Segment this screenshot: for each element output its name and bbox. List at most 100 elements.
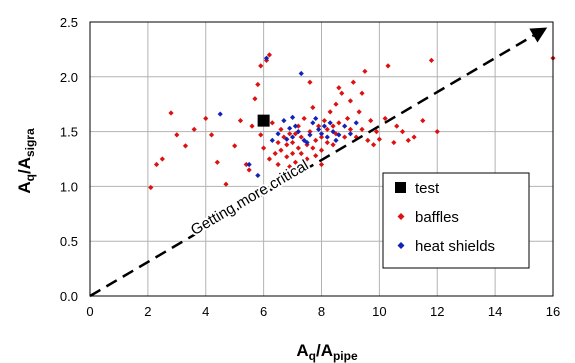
data-point-baffle — [292, 159, 299, 165]
data-point-heat-shield — [292, 123, 299, 129]
data-point-baffle — [327, 109, 333, 115]
data-point-baffle — [420, 118, 426, 124]
x-tick-label: 6 — [260, 304, 267, 319]
x-tick-label: 2 — [144, 304, 151, 319]
data-point-baffle — [295, 145, 301, 151]
data-point-baffle — [208, 132, 215, 138]
data-point-baffle — [394, 123, 400, 129]
legend-label-baffles: baffles — [415, 209, 459, 226]
data-point-baffle — [310, 145, 316, 151]
y-tick-label: 0.0 — [60, 289, 78, 304]
data-point-baffle — [261, 145, 267, 151]
data-point-heat-shield — [289, 134, 296, 140]
data-point-baffle — [272, 150, 278, 157]
data-point-baffle — [434, 129, 440, 135]
data-point-baffle — [307, 129, 313, 135]
data-point-baffle — [318, 161, 325, 168]
critical-arrow — [89, 27, 548, 298]
data-point-baffle — [287, 164, 293, 170]
data-point-heat-shield — [327, 120, 333, 126]
data-point-baffle — [252, 96, 258, 102]
data-point-heat-shield — [289, 114, 296, 120]
data-point-baffle — [330, 142, 336, 148]
data-point-baffle — [313, 137, 319, 143]
x-tick-label: 0 — [86, 304, 93, 319]
data-point-baffle — [203, 115, 209, 122]
data-point-heat-shield — [298, 70, 304, 77]
data-point-baffle — [324, 126, 330, 133]
data-point-baffle — [243, 161, 249, 168]
data-point-heat-shield — [246, 161, 252, 168]
data-point-baffle — [316, 123, 322, 129]
data-point-baffle — [307, 79, 313, 85]
y-tick-label: 0.5 — [60, 234, 78, 249]
data-point-baffle — [344, 115, 351, 122]
data-point-baffle — [373, 129, 380, 135]
data-point-baffle — [182, 143, 189, 149]
legend-item-test: test — [395, 180, 440, 197]
data-point-baffle — [298, 134, 304, 140]
data-point-baffle — [347, 98, 354, 104]
data-point-heat-shield — [275, 131, 281, 137]
legend-label-heat-shields: heat shields — [415, 238, 495, 255]
data-point-baffle — [336, 85, 342, 91]
data-point-baffle — [324, 139, 330, 146]
legend: test baffles heat shields — [382, 172, 530, 269]
data-point-heat-shield — [307, 132, 313, 138]
data-point-baffle — [249, 123, 255, 129]
data-point-baffle — [368, 118, 374, 124]
data-point-baffle — [191, 126, 197, 133]
data-point-baffle — [376, 136, 382, 142]
data-point-baffle — [223, 181, 229, 187]
y-tick-label: 2.5 — [60, 15, 78, 30]
data-point-baffle — [362, 68, 368, 74]
data-point-baffle — [159, 156, 165, 162]
data-point-baffle — [336, 120, 342, 126]
data-point-baffle — [289, 150, 296, 157]
data-point-test — [257, 114, 270, 127]
data-points — [148, 52, 556, 191]
data-point-baffle — [304, 156, 310, 162]
data-point-baffle — [289, 139, 296, 146]
data-point-baffle — [318, 147, 325, 153]
data-point-heat-shield — [333, 137, 339, 143]
data-point-baffle — [287, 131, 293, 137]
data-point-baffle — [255, 81, 261, 88]
data-point-baffle — [330, 123, 336, 129]
x-tick-label: 14 — [488, 304, 502, 319]
y-axis-title: Aq/Asigra — [15, 128, 37, 194]
data-point-heat-shield — [304, 139, 310, 146]
dashed-arrow-line — [89, 34, 535, 298]
data-point-baffle — [292, 131, 299, 137]
y-tick-label: 2.0 — [60, 70, 78, 85]
data-point-baffle — [266, 52, 273, 58]
data-point-heat-shield — [347, 131, 354, 137]
data-point-baffle — [275, 161, 281, 168]
data-point-heat-shield — [284, 136, 290, 142]
data-point-heat-shield — [313, 115, 319, 122]
arrow-head — [529, 27, 548, 43]
data-point-baffle — [342, 134, 348, 140]
axes — [89, 21, 554, 297]
data-point-heat-shield — [324, 134, 330, 140]
data-point-baffle — [269, 120, 275, 126]
data-point-baffle — [258, 63, 264, 69]
data-point-heat-shield — [310, 120, 316, 126]
legend-label-test: test — [415, 180, 440, 197]
data-point-heat-shield — [336, 132, 342, 138]
data-point-baffle — [275, 139, 281, 146]
data-point-baffle — [391, 139, 397, 146]
x-tick-label: 10 — [372, 304, 386, 319]
y-tick-label: 1.5 — [60, 125, 78, 140]
data-point-heat-shield — [281, 118, 287, 124]
data-point-baffle — [232, 143, 238, 149]
data-point-heat-shield — [255, 172, 261, 179]
data-point-baffle — [347, 126, 354, 133]
data-point-heat-shield — [321, 123, 327, 129]
data-point-baffle — [382, 115, 388, 122]
data-point-heat-shield — [295, 129, 301, 135]
x-axis-title: Aq/Apipe — [296, 341, 358, 363]
x-tick-label: 8 — [318, 304, 325, 319]
data-point-baffle — [246, 167, 252, 173]
